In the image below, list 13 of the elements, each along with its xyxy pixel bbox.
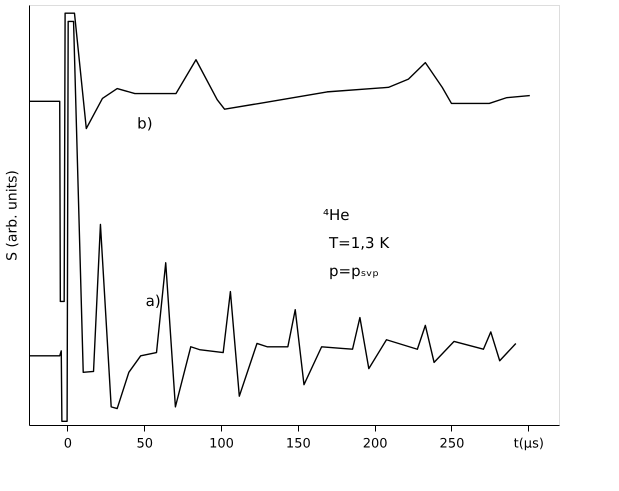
x-tick-label: 50 [136,436,153,452]
annotation: p=pₛᵥₚ [329,262,379,280]
series-label: b) [137,114,153,133]
x-tick-label: t(µs) [514,436,544,452]
x-tick-label: 0 [64,436,72,452]
annotation: T=1,3 K [328,234,390,252]
x-tick-label: 100 [209,436,234,452]
x-tick-label: 200 [362,436,388,452]
y-axis-title: S (arb. units) [4,170,20,261]
x-tick-label: 150 [286,436,311,452]
x-tick-label: 250 [440,436,464,452]
series-label: a) [146,292,161,310]
annotation: ⁴He [323,206,350,224]
